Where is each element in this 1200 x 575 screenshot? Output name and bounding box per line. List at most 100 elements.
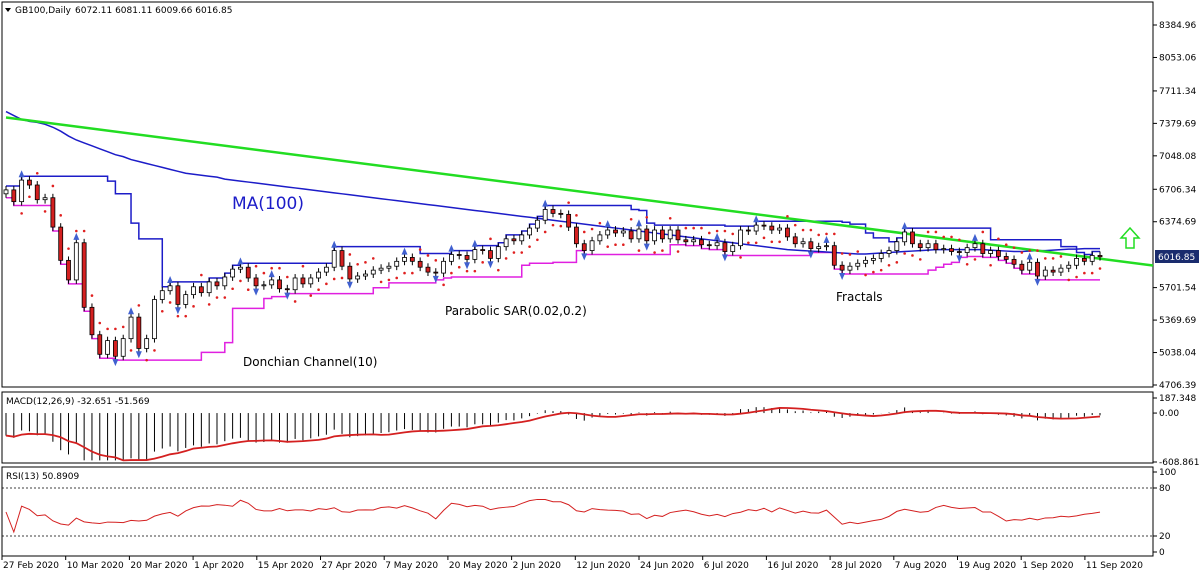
candle-body (472, 249, 478, 260)
candle-body (894, 241, 900, 251)
candle-body (1074, 258, 1079, 266)
sar-dot (614, 243, 617, 247)
date-tick-label: 1 Apr 2020 (194, 561, 244, 571)
fractal-up (823, 235, 830, 243)
sar-dot (1075, 275, 1078, 279)
candle-body (370, 269, 376, 275)
candle-body (214, 281, 220, 287)
sar-dot (465, 269, 469, 273)
candle-body (534, 219, 540, 229)
sar-dot (918, 258, 922, 261)
date-tick-label: 28 Jul 2020 (831, 561, 882, 571)
sar-dot (317, 288, 320, 292)
candle-body (941, 248, 947, 251)
candle-body (949, 248, 954, 252)
fractal-up (635, 219, 642, 227)
sar-dot (926, 230, 930, 234)
candle-body (300, 277, 306, 285)
sar-dot (153, 349, 156, 352)
candle-body (745, 229, 751, 232)
sar-dot (676, 250, 680, 253)
sar-dot (309, 294, 313, 297)
sar-dot (286, 275, 289, 279)
sar-dot (739, 256, 742, 259)
candle-body (167, 285, 173, 292)
sar-dot (1090, 271, 1094, 275)
sar-dot (903, 252, 906, 255)
candle-body (956, 251, 962, 253)
candle-body (777, 227, 783, 231)
current-price-tag (1155, 250, 1199, 263)
sar-dot (1028, 249, 1031, 252)
sar-dot (1044, 257, 1047, 260)
trendline-path (5, 116, 1154, 267)
sar-dot (747, 241, 750, 245)
candle-body (386, 265, 392, 269)
sar-dot (793, 223, 797, 227)
date-tick-label: 20 May 2020 (449, 561, 508, 571)
candle-body (159, 290, 165, 300)
sar-dot (293, 300, 297, 303)
candle-body (347, 265, 353, 280)
sar-dot (145, 358, 148, 362)
date-tick-label: 16 Jul 2020 (767, 561, 818, 571)
date-tick-label: 20 Mar 2020 (130, 561, 187, 571)
candle-body (964, 247, 970, 253)
candle-body (394, 260, 400, 267)
candle-body (27, 179, 32, 186)
candle-body (1066, 264, 1072, 269)
sar-label: Parabolic SAR(0.02,0.2) (445, 304, 587, 318)
sar-dot (817, 233, 820, 237)
ohlc-values: 6072.11 6081.11 6009.66 6016.85 (75, 6, 232, 16)
candle-body (863, 259, 868, 264)
candle-body (597, 234, 603, 242)
candle-body (11, 189, 17, 203)
sar-dot (395, 276, 399, 280)
candle-body (667, 229, 673, 240)
candle-body (3, 189, 9, 195)
candle-body (785, 227, 790, 238)
candle-body (433, 271, 439, 274)
sar-dot (411, 271, 414, 275)
price-tick-label: 7379.69 (1159, 119, 1196, 129)
sar-dot (840, 252, 844, 255)
fractal-down (284, 292, 291, 300)
sar-dot (262, 271, 266, 275)
symbol-label: GB100,Daily (15, 6, 72, 16)
candle-body (1050, 269, 1056, 273)
sar-dot (770, 240, 774, 244)
candle-body (660, 229, 665, 240)
date-tick-label: 11 Sep 2020 (1086, 561, 1143, 571)
fractal-up (268, 270, 275, 278)
sar-dot (270, 266, 273, 270)
date-tick-label: 27 Feb 2020 (3, 561, 59, 571)
candle-body (855, 262, 861, 267)
candle-body (769, 225, 775, 231)
sar-dot (512, 251, 516, 254)
sar-dot (645, 215, 649, 219)
sar-dot (497, 268, 500, 272)
ma-label: MA(100) (232, 194, 304, 214)
candle-body (800, 241, 806, 245)
sar-dot (160, 309, 164, 313)
fractal-down (721, 254, 728, 262)
candle-body (824, 245, 829, 248)
sar-dot (809, 228, 813, 232)
dropdown-triangle-icon[interactable] (5, 8, 11, 12)
fractal-down (1034, 278, 1041, 286)
sar-dot (911, 254, 914, 257)
fractal-up (73, 232, 80, 240)
candle-body (1003, 256, 1009, 260)
candle-body (652, 229, 657, 242)
candle-body (613, 229, 618, 234)
sar-dot (114, 327, 117, 331)
price-tick-label: 5369.69 (1159, 316, 1196, 326)
candle-body (847, 265, 853, 271)
rsi-line (5, 498, 1101, 534)
candle-body (699, 239, 704, 246)
candle-body (480, 249, 486, 251)
sar-dot (668, 216, 672, 220)
sar-dot (551, 223, 555, 227)
candle-body (449, 254, 454, 262)
ma100-path (5, 110, 1100, 255)
